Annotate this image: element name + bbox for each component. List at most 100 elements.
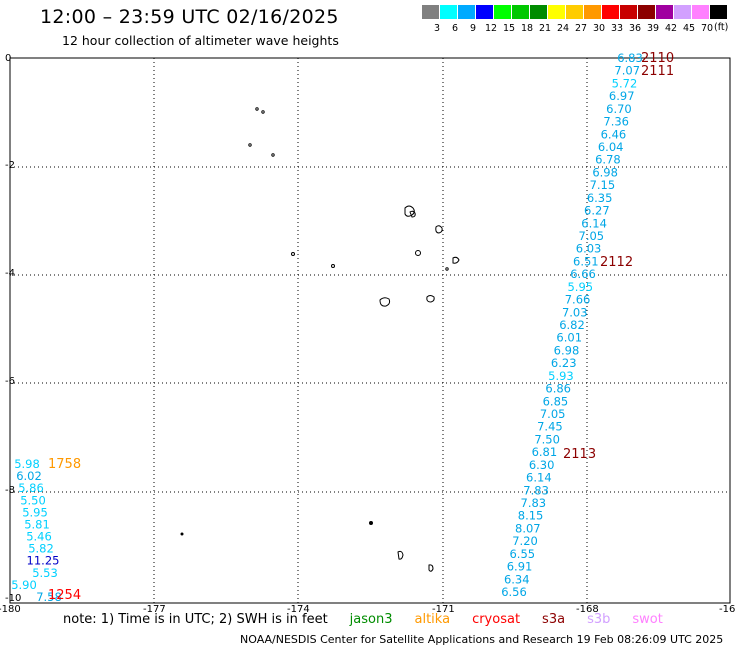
colorbar-tick-label: 24 bbox=[556, 23, 570, 34]
colorbar-swatch bbox=[638, 5, 655, 19]
wave-height-value: 7.05 bbox=[540, 407, 566, 421]
wave-height-value: 6.56 bbox=[501, 585, 527, 599]
colorbar-tick-label: 70 bbox=[700, 23, 714, 34]
colorbar-swatch bbox=[494, 5, 511, 19]
colorbar-tick-label: 45 bbox=[682, 23, 696, 34]
colorbar-swatch bbox=[476, 5, 493, 19]
wave-height-value: 6.23 bbox=[551, 356, 577, 370]
colorbar-swatch bbox=[566, 5, 583, 19]
longitude-label: -174 bbox=[287, 604, 310, 615]
colorbar-swatch bbox=[584, 5, 601, 19]
wave-height-value: 6.91 bbox=[507, 560, 533, 574]
wave-height-value: 6.34 bbox=[504, 572, 530, 586]
map-title: 12:00 – 23:59 UTC 02/16/2025 bbox=[40, 6, 339, 28]
wave-height-value: 7.58 bbox=[36, 590, 62, 604]
wave-height-value: 6.70 bbox=[606, 102, 632, 116]
wave-height-value: 8.07 bbox=[515, 521, 541, 535]
wave-height-value: 6.86 bbox=[545, 382, 571, 396]
pass-time-label: 2111 bbox=[641, 64, 674, 79]
map-frame bbox=[9, 57, 731, 604]
wave-height-value: 6.78 bbox=[595, 153, 621, 167]
longitude-label: -168 bbox=[576, 604, 599, 615]
wave-height-value: 6.81 bbox=[532, 445, 558, 459]
colorbar-swatch bbox=[656, 5, 673, 19]
colorbar-unit-label: (ft) bbox=[714, 22, 729, 33]
wave-height-value: 6.83 bbox=[617, 51, 643, 65]
colorbar-tick-label: 21 bbox=[538, 23, 552, 34]
latitude-tick-labels: 0 -2 -4 -6 -8 -10 bbox=[5, 53, 21, 604]
legend-footnote: note: 1) Time is in UTC; 2) SWH is in fe… bbox=[63, 612, 663, 627]
colorbar-swatch bbox=[422, 5, 439, 19]
colorbar-swatch bbox=[512, 5, 529, 19]
wave-height-value: 7.50 bbox=[534, 432, 560, 446]
wave-height-value: 7.15 bbox=[590, 178, 616, 192]
wave-height-value: 7.07 bbox=[614, 64, 640, 78]
pass-time-label: 2113 bbox=[563, 447, 596, 462]
wave-height-value: 7.20 bbox=[512, 534, 538, 548]
satellite-legend-swot: swot bbox=[632, 612, 663, 627]
map-subtitle: 12 hour collection of altimeter wave hei… bbox=[62, 33, 339, 48]
wave-height-value: 5.82 bbox=[28, 542, 54, 556]
wave-height-value: 5.93 bbox=[548, 369, 574, 383]
altimeter-track-east: 6.837.075.726.976.707.366.466.046.786.98… bbox=[501, 51, 643, 599]
longitude-tick-labels: -180 -177 -174 -171 -168 -16 bbox=[0, 604, 735, 615]
colorbar-swatch bbox=[530, 5, 547, 19]
satellite-legend-s3a: s3a bbox=[542, 612, 566, 627]
satellite-legend-cryosat: cryosat bbox=[472, 612, 521, 627]
wave-height-value: 6.66 bbox=[570, 267, 596, 281]
wave-height-value: 11.25 bbox=[27, 554, 60, 568]
wave-height-value: 6.82 bbox=[559, 318, 585, 332]
colorbar-swatch bbox=[692, 5, 709, 19]
wave-height-value: 6.46 bbox=[601, 127, 627, 141]
wave-height-value: 6.03 bbox=[576, 242, 602, 256]
colorbar-swatch bbox=[674, 5, 691, 19]
colorbar-tick-label: 15 bbox=[502, 23, 516, 34]
wave-height-value: 6.85 bbox=[543, 394, 569, 408]
wave-height-value: 6.30 bbox=[529, 458, 555, 472]
wave-height-value: 5.95 bbox=[22, 505, 48, 519]
wave-height-value: 5.95 bbox=[567, 280, 593, 294]
latitude-label: -8 bbox=[5, 485, 15, 496]
wave-height-value: 7.45 bbox=[537, 420, 563, 434]
wave-height-value: 5.46 bbox=[26, 530, 52, 544]
wave-height-value: 6.04 bbox=[598, 140, 624, 154]
longitude-label: -177 bbox=[143, 604, 166, 615]
colorbar-tick-label: 42 bbox=[664, 23, 678, 34]
wave-height-value: 7.66 bbox=[565, 293, 591, 307]
colorbar-swatch bbox=[602, 5, 619, 19]
latitude-label: -6 bbox=[5, 376, 15, 387]
wave-height-value: 6.98 bbox=[592, 165, 618, 179]
wave-height-value: 6.51 bbox=[573, 254, 599, 268]
wave-height-value: 6.55 bbox=[509, 547, 535, 561]
colorbar-swatch bbox=[458, 5, 475, 19]
wave-height-value: 5.81 bbox=[24, 517, 50, 531]
wave-height-value: 5.72 bbox=[612, 76, 638, 90]
wave-height-value: 6.98 bbox=[554, 343, 580, 357]
wave-height-value: 5.50 bbox=[20, 493, 46, 507]
colorbar-tick-label: 27 bbox=[574, 23, 588, 34]
longitude-label: -16 bbox=[719, 604, 735, 615]
colorbar-swatch bbox=[548, 5, 565, 19]
wave-height-value: 6.02 bbox=[16, 469, 42, 483]
wave-height-value: 6.97 bbox=[609, 89, 635, 103]
latitude-label: 0 bbox=[5, 53, 11, 64]
colorbar-tick-label: 36 bbox=[628, 23, 642, 34]
wave-height-value: 6.35 bbox=[587, 191, 613, 205]
wave-height-value: 6.14 bbox=[581, 216, 607, 230]
colorbar-tick-label: 3 bbox=[433, 23, 441, 34]
satellite-legend-jason3: jason3 bbox=[349, 612, 393, 627]
latitude-label: -10 bbox=[5, 593, 21, 604]
colorbar-tick-label: 33 bbox=[610, 23, 624, 34]
credit-line: NOAA/NESDIS Center for Satellite Applica… bbox=[240, 633, 724, 646]
pass-time-label: 1758 bbox=[48, 457, 81, 472]
altimeter-track-west: 5.986.025.865.505.955.815.465.8211.255.5… bbox=[11, 457, 62, 604]
wave-height-value: 6.14 bbox=[526, 471, 552, 485]
colorbar-swatch bbox=[620, 5, 637, 19]
pass-time-label: 1254 bbox=[48, 588, 81, 603]
latitude-label: -2 bbox=[5, 160, 15, 171]
satellite-legend-s3b: s3b bbox=[587, 612, 611, 627]
wave-height-value: 7.83 bbox=[523, 483, 549, 497]
pass-time-label: 2112 bbox=[600, 255, 633, 270]
